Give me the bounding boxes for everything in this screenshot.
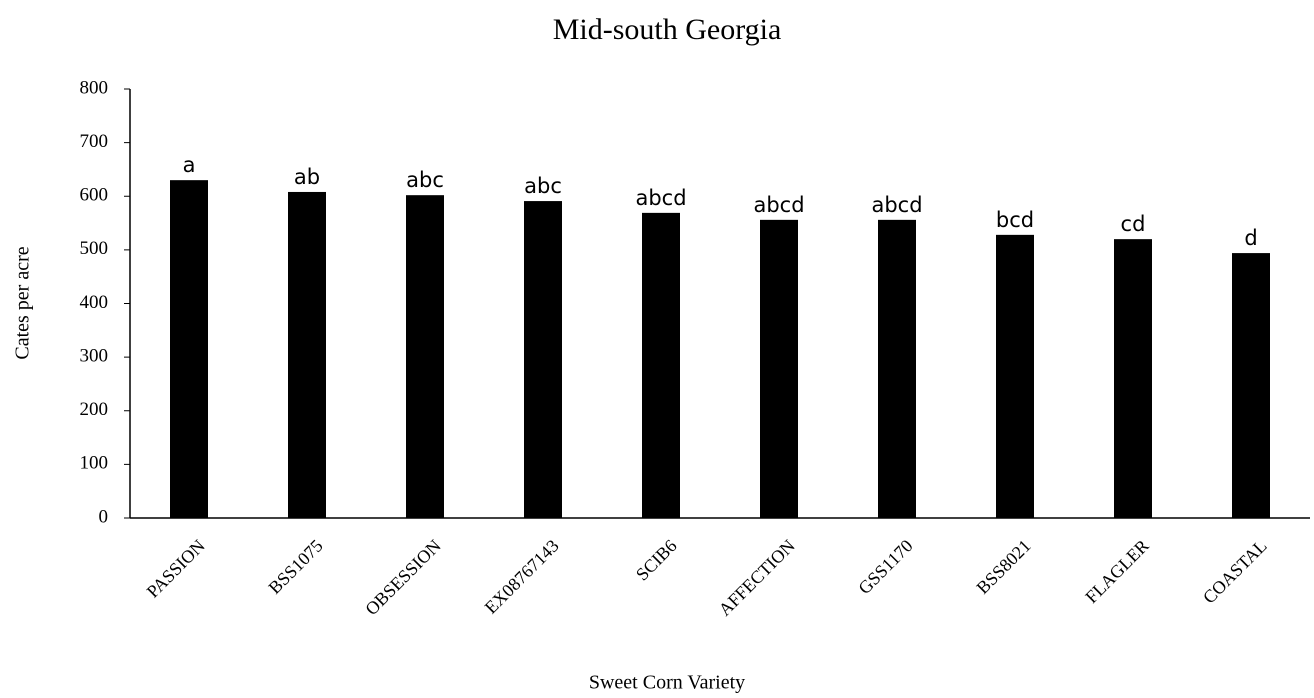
bar xyxy=(170,180,208,518)
y-tick-label: 400 xyxy=(80,292,109,313)
annotation: abcd xyxy=(635,186,686,210)
annotation: bcd xyxy=(996,208,1034,232)
x-tick-label: OBSESSION xyxy=(361,536,444,619)
x-tick-label: AFFECTION xyxy=(715,536,799,620)
bar xyxy=(760,219,798,518)
bar xyxy=(996,234,1034,519)
y-tick-label: 500 xyxy=(80,238,109,259)
annotation: abcd xyxy=(871,193,922,217)
bar xyxy=(878,219,916,518)
x-axis-title: Sweet Corn Variety xyxy=(589,672,745,694)
annotation: cd xyxy=(1121,212,1146,236)
x-tick-label: BSS1075 xyxy=(264,536,326,598)
x-tick-label: EX08767143 xyxy=(481,536,563,618)
bar xyxy=(1114,239,1152,518)
y-tick-label: 300 xyxy=(80,345,109,366)
annotation: ab xyxy=(294,165,320,189)
x-tick-label: GSS1170 xyxy=(854,536,916,598)
y-tick-label: 200 xyxy=(80,399,109,420)
annotation: abc xyxy=(524,174,562,198)
x-tick-label: SCIB6 xyxy=(632,536,681,585)
y-tick-label: 600 xyxy=(80,185,109,206)
y-tick-label: 0 xyxy=(99,506,109,527)
annotation: a xyxy=(183,153,196,177)
chart-title: Mid-south Georgia xyxy=(553,13,782,46)
x-tick-label: BSS8021 xyxy=(972,536,1034,598)
bar xyxy=(524,201,562,519)
bar xyxy=(642,212,680,518)
x-tick-label: FLAGLER xyxy=(1081,536,1152,607)
y-tick-label: 100 xyxy=(80,453,109,474)
y-tick-label: 800 xyxy=(80,77,109,98)
x-tick-label: COASTAL xyxy=(1199,536,1271,608)
y-tick-label: 700 xyxy=(80,131,109,152)
bar xyxy=(1232,253,1270,518)
bar xyxy=(288,191,326,518)
y-axis-title: Cates per acre xyxy=(12,246,34,359)
annotation: abc xyxy=(406,168,444,192)
annotation: d xyxy=(1244,226,1257,250)
annotation: abcd xyxy=(753,193,804,217)
x-tick-label: PASSION xyxy=(143,536,209,602)
bar xyxy=(406,195,444,519)
